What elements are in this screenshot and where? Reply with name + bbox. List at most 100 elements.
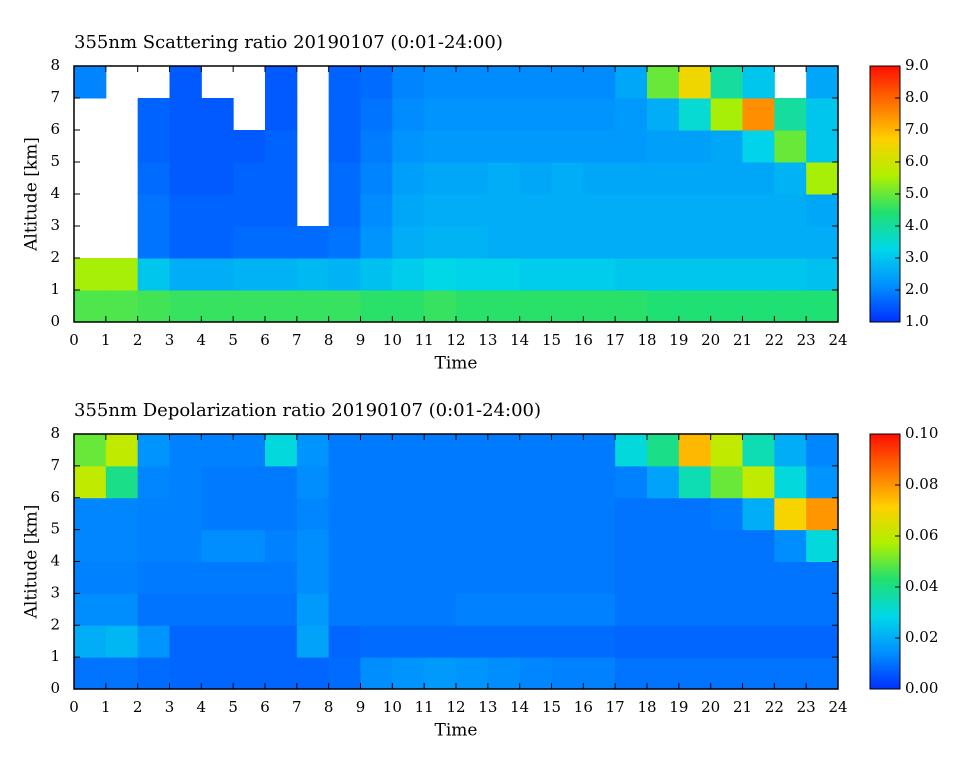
heat-cell (137, 657, 170, 690)
heat-cell (201, 226, 234, 259)
heat-cell (615, 98, 648, 131)
heat-cell (105, 434, 139, 467)
heat-cell (105, 625, 139, 658)
x-tick-label: 4 (197, 698, 207, 716)
heat-cell (487, 657, 521, 690)
heat-cell (233, 434, 266, 467)
x-tick-label: 17 (606, 331, 625, 349)
colorbar-tick-label: 1.0 (905, 312, 929, 330)
heat-cell (424, 226, 457, 259)
heat-cell (647, 465, 680, 499)
heat-cell (678, 561, 712, 594)
colorbar-tick-label: 3.0 (905, 248, 929, 266)
heat-cell (678, 290, 712, 323)
heat-cell (710, 162, 743, 195)
heat-cell (806, 529, 839, 562)
heat-cell (360, 434, 393, 467)
heat-cell (424, 497, 457, 531)
colorbar-tick-label: 0.08 (905, 475, 938, 493)
heat-cell (774, 434, 807, 467)
x-axis-label: Time (435, 354, 478, 374)
heat-cell (328, 162, 361, 195)
heat-cell (678, 434, 712, 467)
y-tick-label: 5 (50, 520, 60, 538)
heat-cell (519, 561, 552, 594)
heat-cell (583, 66, 616, 99)
heat-cell (583, 98, 616, 131)
heat-cell (328, 226, 361, 259)
heat-cell (742, 561, 775, 594)
heat-cell (678, 258, 712, 291)
heat-cell (265, 561, 298, 594)
heat-cell (678, 529, 712, 562)
heat-cell (615, 258, 648, 291)
heat-cell (360, 98, 393, 131)
heat-cell (487, 162, 521, 195)
heat-cell (710, 625, 743, 658)
heat-cell (678, 66, 712, 99)
heat-cell (487, 194, 521, 227)
x-tick-label: 23 (797, 698, 816, 716)
heat-cell (806, 561, 839, 594)
heat-cell (424, 66, 457, 99)
heat-cell (137, 434, 170, 467)
heat-cell (615, 130, 648, 163)
heat-cell (265, 66, 298, 99)
x-tick-label: 20 (701, 698, 720, 716)
heat-cell (615, 529, 648, 562)
heat-cell (360, 130, 393, 163)
heat-cell (551, 593, 584, 626)
heat-cell (456, 593, 489, 626)
heat-cell (615, 561, 648, 594)
heat-cell (137, 162, 170, 195)
heat-cell (487, 625, 521, 658)
y-tick-label: 6 (50, 488, 60, 506)
heat-cell (296, 290, 330, 323)
heat-cell (710, 497, 743, 531)
x-tick-label: 0 (69, 331, 79, 349)
heat-cell (806, 162, 839, 195)
x-tick-label: 22 (765, 698, 784, 716)
heat-cell (169, 625, 202, 658)
heat-cell (265, 130, 298, 163)
heat-cell (647, 657, 680, 690)
heat-cell (806, 66, 839, 99)
heat-cell (392, 226, 425, 259)
heat-cell (328, 290, 361, 323)
heat-cell (328, 98, 361, 131)
heat-cell (519, 625, 552, 658)
colorbar-tick-label: 7.0 (905, 120, 929, 138)
heat-cell (74, 593, 107, 626)
heat-cell (233, 657, 266, 690)
heat-cell (328, 497, 361, 531)
heat-cell (710, 194, 743, 227)
x-tick-label: 7 (292, 698, 302, 716)
heat-cell (233, 465, 266, 499)
heat-cell (392, 66, 425, 99)
x-tick-label: 19 (669, 331, 688, 349)
heat-cell (105, 657, 139, 690)
heat-cell (169, 290, 202, 323)
heat-cell (519, 529, 552, 562)
x-tick-label: 6 (260, 698, 270, 716)
heat-cell (137, 226, 170, 259)
heat-cell (169, 561, 202, 594)
heat-cell (201, 561, 234, 594)
heat-cell (201, 130, 234, 163)
heat-cell (265, 434, 298, 467)
colorbar-tick-label: 0.10 (905, 424, 938, 442)
heat-cell (137, 625, 170, 658)
heat-cell (583, 162, 616, 195)
x-axis-label: Time (435, 721, 478, 741)
heat-cell (487, 98, 521, 131)
colorbar (869, 433, 901, 690)
colorbar-tick-label: 0.06 (905, 526, 938, 544)
heat-cell (424, 162, 457, 195)
heat-cell (392, 625, 425, 658)
heat-cell (551, 290, 584, 323)
heat-cell (519, 98, 552, 131)
colorbar-tick-label: 2.0 (905, 280, 929, 298)
heat-cell (647, 98, 680, 131)
heat-cell (615, 434, 648, 467)
